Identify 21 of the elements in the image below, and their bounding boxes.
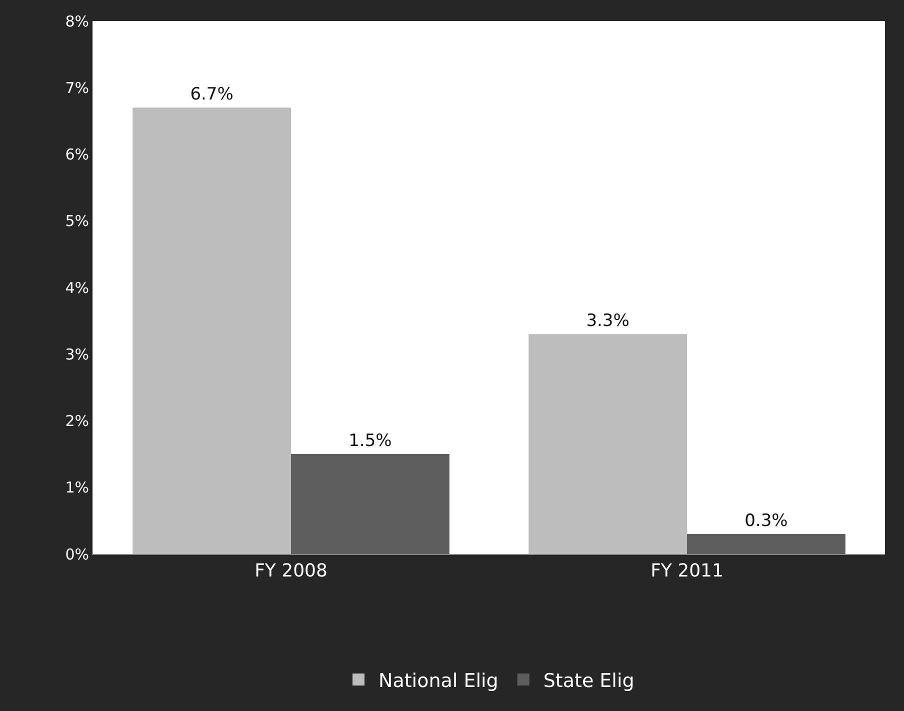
y-tick-label: 1% — [65, 478, 89, 497]
data-label: 1.5% — [348, 431, 392, 452]
y-tick-label: 8% — [65, 12, 89, 30]
y-tick-label: 3% — [65, 345, 89, 364]
y-tick-label: 5% — [65, 212, 89, 230]
y-tick-label: 4% — [65, 278, 89, 297]
x-tick-label: FY 2008 — [254, 560, 328, 582]
bar — [687, 534, 846, 554]
y-tick-label: 7% — [65, 78, 89, 97]
y-tick-label: 2% — [65, 412, 89, 430]
legend-label: State Elig — [543, 670, 634, 692]
bar — [528, 334, 687, 554]
y-tick-label: 6% — [65, 146, 89, 164]
data-label: 3.3% — [586, 311, 630, 332]
bar — [291, 454, 450, 554]
legend-label: National Elig — [378, 670, 498, 692]
data-label: 0.3% — [744, 511, 788, 532]
bar — [132, 108, 291, 554]
y-tick-label: 0% — [65, 545, 89, 564]
data-label: 6.7% — [190, 84, 234, 105]
x-tick-label: FY 2011 — [650, 560, 724, 582]
